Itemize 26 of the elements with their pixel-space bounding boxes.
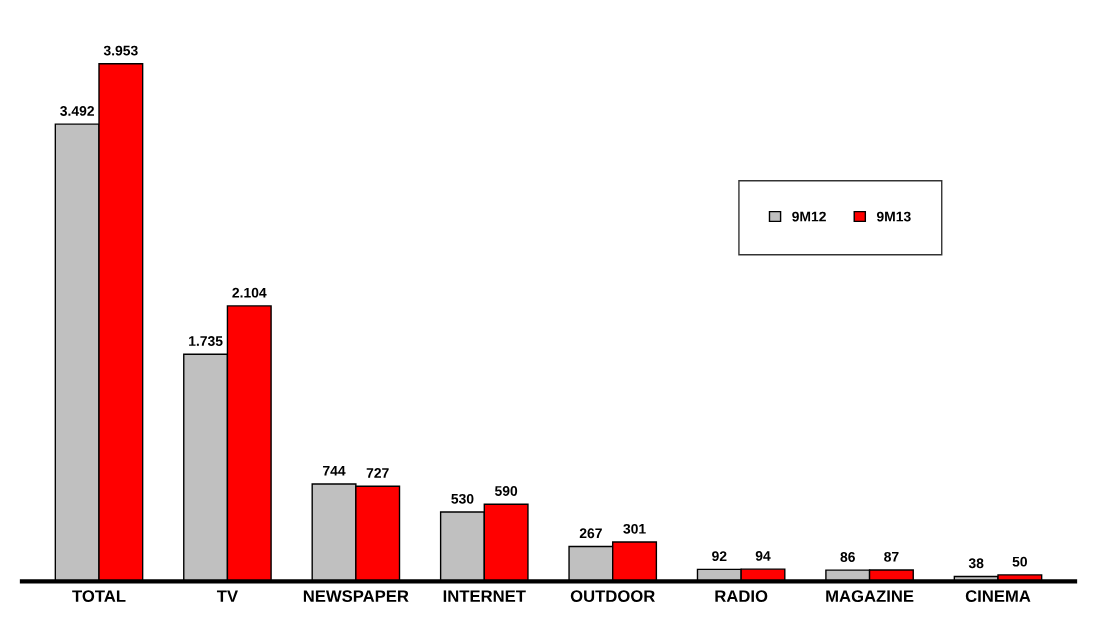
data-label: 267: [579, 528, 602, 539]
x-tick-label: RADIO: [715, 590, 768, 603]
data-label: 3.492: [60, 106, 94, 116]
data-label: 86: [840, 552, 855, 562]
data-label: 50: [1012, 556, 1027, 567]
data-label: 727: [366, 468, 389, 478]
data-label: 3.953: [103, 45, 138, 56]
data-label: 301: [623, 523, 646, 534]
data-label: 590: [494, 486, 518, 496]
data-label: 92: [712, 551, 727, 562]
data-label: 530: [451, 493, 474, 504]
data-label: 38: [968, 558, 984, 569]
x-tick-label: MAGAZINE: [826, 590, 914, 603]
legend-label: 9M13: [876, 211, 911, 222]
x-tick-label: NEWSPAPER: [303, 590, 409, 603]
data-label: 2.104: [232, 287, 267, 298]
x-tick-label: TOTAL: [72, 590, 126, 603]
data-label: 87: [884, 551, 899, 562]
x-tick-label: TV: [216, 590, 238, 602]
legend-label: 9M12: [792, 211, 826, 222]
data-label: 94: [755, 550, 771, 561]
x-tick-label: OUTDOOR: [570, 590, 655, 603]
data-label: 744: [323, 466, 346, 476]
x-tick-label: INTERNET: [443, 590, 526, 602]
x-tick-label: CINEMA: [965, 590, 1031, 603]
data-label: 1.735: [189, 336, 223, 346]
